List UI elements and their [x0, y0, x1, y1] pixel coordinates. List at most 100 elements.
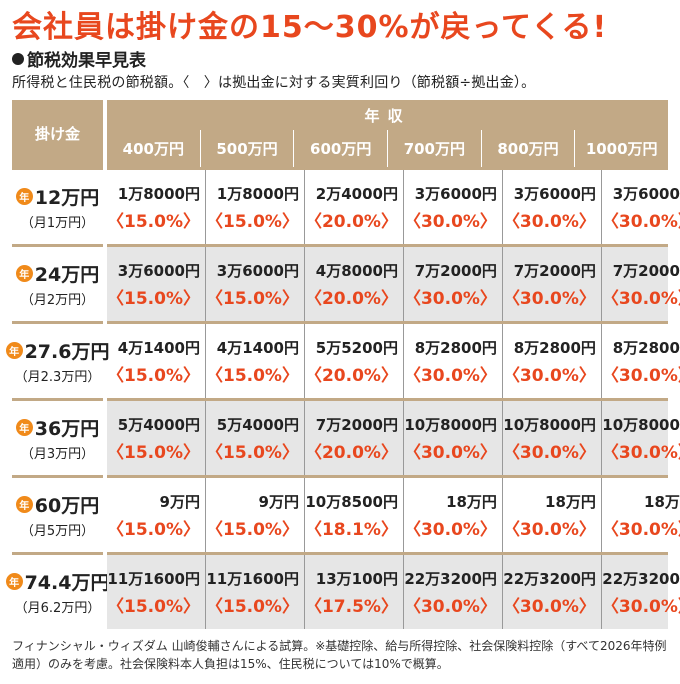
table-cell: 1万8000円〈15.0%〉: [107, 170, 205, 244]
income-column-header: 500万円: [199, 130, 294, 167]
table-cell: 4万1400円 〈15.0%〉: [204, 324, 304, 398]
annual-badge-icon: 年: [15, 419, 33, 436]
table-body: 年 12万円 （月1万円） 1万8000円 〈15.0%〉 1万8000円 〈15.0%〉 2…: [5, 167, 680, 629]
effective-yield: 〈15.0%〉: [107, 211, 200, 232]
effective-yield: 〈30.0%〉: [601, 365, 680, 386]
table-header: 掛け金 年収 400万円 500万円 600万円 700万円 800万円 1000万円: [12, 100, 668, 167]
monthly-amount: （月3万円）: [20, 447, 95, 462]
effective-yield: 〈15.0%〉: [107, 288, 200, 309]
tax-savings-value: 4万8000円: [315, 261, 398, 280]
table-cell: 5万5200円〈20.0%〉: [303, 324, 403, 398]
table-row: 年 27.6万円 （月2.3万円） 4万1400円 〈15.0%〉 4万1400円 〈15.…: [5, 321, 680, 398]
table-cell: 18万円〈30.0%〉: [600, 478, 680, 552]
row-cells: 4万1400円 〈15.0%〉 4万1400円 〈15.0%〉 5万5200円 〈20.0…: [107, 321, 680, 398]
contribution-amount: 年 36万円: [15, 414, 99, 441]
table-cell: 18万円〈30.0%〉: [402, 478, 502, 552]
tax-savings-value: 4万1400円: [117, 338, 200, 357]
row-cells: 9万円 〈15.0%〉 9万円 〈15.0%〉 10万8500円 〈18.1%〉 18万円〈…: [107, 475, 680, 552]
table-row: 年 24万円 （月2万円） 3万6000円 〈15.0%〉 3万6000円 〈15.0%〉 4…: [12, 244, 680, 321]
effective-yield: 〈20.0%〉: [304, 442, 398, 463]
table-cell: 4万8000円 〈20.0%〉: [303, 247, 403, 321]
tax-savings-value: 1万8000円: [117, 184, 200, 203]
table-cell: 3万6000円〈30.0%〉: [501, 170, 601, 244]
effective-yield: 〈30.0%〉: [601, 288, 680, 309]
tax-savings-value: 3万6000円: [513, 184, 596, 203]
tax-savings-value: 22万3200円: [602, 569, 680, 588]
annual-badge-icon: 年: [15, 265, 33, 282]
table-cell: 3万6000円〈30.0%〉: [600, 170, 680, 244]
table-cell: 4万1400円〈15.0%〉: [107, 324, 205, 398]
tax-savings-value: 8万2800円: [513, 338, 596, 357]
table-row: 年 12万円 （月1万円） 1万8000円 〈15.0%〉 1万8000円 〈15.0%〉 2…: [12, 167, 680, 244]
contribution-amount: 年 60万円: [15, 491, 99, 518]
table-cell: 3万6000円 〈15.0%〉: [107, 247, 205, 321]
income-column-header: 700万円: [387, 130, 481, 167]
tax-savings-value: 5万5200円: [315, 338, 398, 357]
effective-yield: 〈15.0%〉: [107, 365, 200, 386]
tax-savings-value: 2万4000円: [315, 184, 398, 203]
table-cell: 13万100円 〈17.5%〉: [303, 555, 403, 629]
table-cell: 22万3200円〈30.0%〉: [600, 555, 680, 629]
contribution-amount: 年 12万円: [15, 183, 100, 210]
annual-badge-icon: 年: [5, 342, 23, 359]
row-label: 年 12万円 （月1万円）: [12, 167, 103, 244]
tax-savings-value: 22万3200円: [404, 569, 497, 588]
row-label: 年 74.4万円 （月6.2万円）: [5, 552, 109, 629]
table-cell: 5万4000円 〈15.0%〉: [107, 401, 205, 475]
table-cell: 18万円〈30.0%〉: [501, 478, 601, 552]
effective-yield: 〈30.0%〉: [403, 365, 497, 386]
table-cell: 10万8000円〈30.0%〉: [402, 401, 502, 475]
tax-savings-value: 18万円: [545, 492, 596, 511]
effective-yield: 〈30.0%〉: [502, 519, 596, 540]
effective-yield: 〈20.0%〉: [304, 365, 398, 386]
income-columns: 400万円 500万円 600万円 700万円 800万円 1000万円: [107, 130, 668, 167]
tax-savings-value: 8万2800円: [612, 338, 680, 357]
table-row: 年 74.4万円 （月6.2万円） 11万1600円 〈15.0%〉 11万1600円 〈1…: [5, 552, 680, 629]
tax-savings-value: 7万2000円: [612, 261, 680, 280]
tax-savings-value: 13万100円: [315, 569, 398, 588]
tax-savings-value: 9万円: [258, 492, 299, 511]
effective-yield: 〈15.0%〉: [107, 596, 200, 617]
table-cell: 9万円 〈15.0%〉: [107, 478, 205, 552]
income-column-header: 400万円: [122, 140, 184, 158]
page-title: 会社員は掛け金の15～30%が戻ってくる!: [12, 10, 608, 45]
tax-savings-value: 5万4000円: [216, 415, 299, 434]
effective-yield: 〈15.0%〉: [205, 442, 299, 463]
tax-savings-value: 18万円: [644, 492, 680, 511]
tax-savings-value: 11万1600円: [107, 569, 200, 588]
row-cells: 3万6000円 〈15.0%〉 3万6000円 〈15.0%〉 4万8000円 〈20.0…: [107, 244, 680, 321]
tax-savings-value: 22万3200円: [503, 569, 596, 588]
effective-yield: 〈30.0%〉: [601, 442, 680, 463]
contribution-amount: 年 27.6万円: [5, 337, 109, 364]
tax-savings-value: 10万8000円: [503, 415, 596, 434]
tax-savings-value: 11万1600円: [206, 569, 299, 588]
table-cell: 10万8000円〈30.0%〉: [600, 401, 680, 475]
effective-yield: 〈30.0%〉: [502, 596, 596, 617]
effective-yield: 〈20.0%〉: [304, 211, 398, 232]
monthly-amount: （月5万円）: [20, 524, 95, 539]
table-row: 年 36万円 （月3万円） 5万4000円 〈15.0%〉 5万4000円 〈15.0%〉 7…: [12, 398, 680, 475]
tax-savings-value: 7万2000円: [414, 261, 497, 280]
contribution-amount: 年 24万円: [15, 260, 99, 287]
effective-yield: 〈15.0%〉: [107, 519, 200, 540]
effective-yield: 〈30.0%〉: [601, 519, 680, 540]
tax-savings-value: 10万8000円: [602, 415, 680, 434]
table-cell: 11万1600円 〈15.0%〉: [204, 555, 304, 629]
tax-savings-value: 7万2000円: [513, 261, 596, 280]
effective-yield: 〈30.0%〉: [403, 519, 497, 540]
table-cell: 1万8000円 〈15.0%〉: [204, 170, 304, 244]
table-cell: 7万2000円〈30.0%〉: [501, 247, 601, 321]
annual-amount: 12万円: [34, 187, 100, 209]
bullet-icon: [12, 53, 24, 65]
effective-yield: 〈15.0%〉: [107, 442, 200, 463]
tax-savings-value: 4万1400円: [216, 338, 299, 357]
effective-yield: 〈30.0%〉: [601, 596, 680, 617]
tax-savings-value: 8万2800円: [414, 338, 497, 357]
effective-yield: 〈30.0%〉: [502, 288, 596, 309]
table-cell: 10万8000円〈30.0%〉: [501, 401, 601, 475]
row-cells: 1万8000円 〈15.0%〉 1万8000円 〈15.0%〉 2万4000円 〈20.0…: [107, 167, 680, 244]
effective-yield: 〈30.0%〉: [403, 288, 497, 309]
income-header: 年収: [107, 100, 668, 130]
table-note: 所得税と住民税の節税額。〈 〉は拠出金に対する実質利回り（節税額÷拠出金）。: [12, 75, 536, 91]
effective-yield: 〈30.0%〉: [502, 442, 596, 463]
